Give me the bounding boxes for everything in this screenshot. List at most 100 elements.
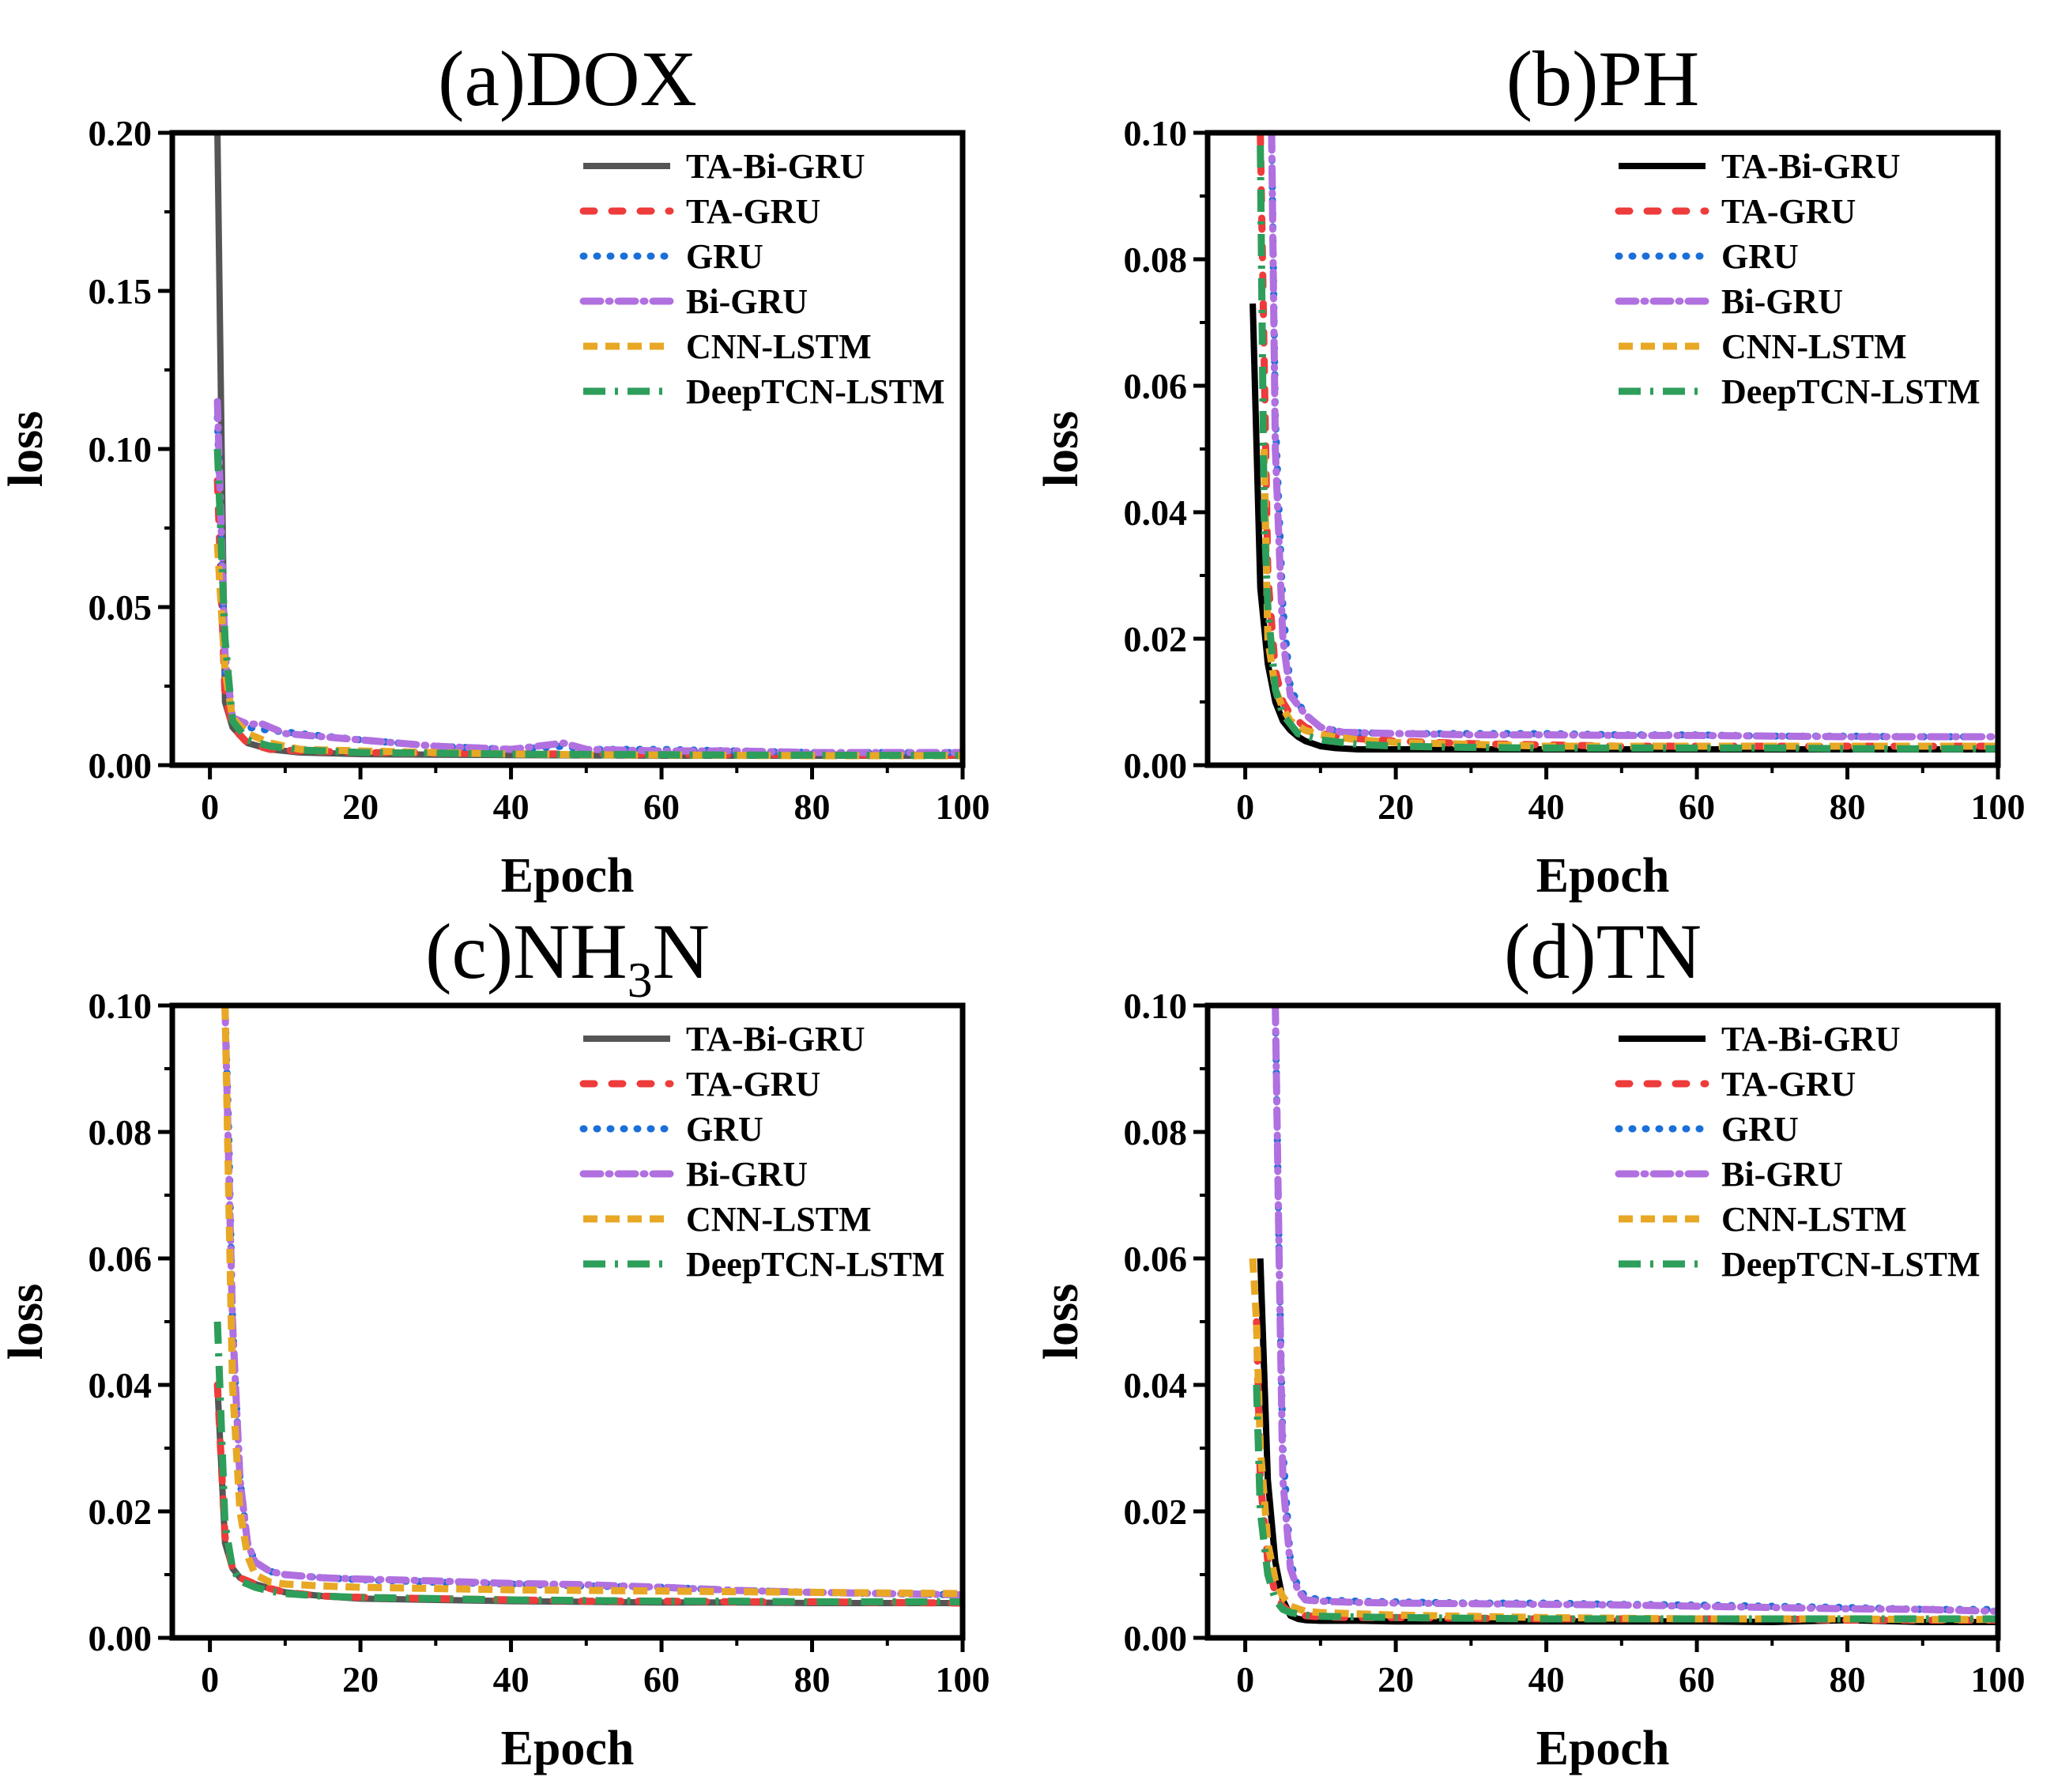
legend-label: TA-Bi-GRU bbox=[1721, 147, 1901, 186]
chart-title: (b)PH bbox=[1506, 35, 1699, 123]
series-line-cnn-lstm bbox=[213, 543, 963, 760]
y-tick-label: 0.04 bbox=[89, 1365, 153, 1405]
chart-panel-2: (c)NH3N 0 20 40 60 80 100 0.00 0.02 0.04 0.06 0.08 0… bbox=[0, 907, 990, 1775]
legend-label: GRU bbox=[686, 1110, 763, 1149]
x-tick-label: 100 bbox=[936, 787, 990, 827]
x-axis-label: Epoch bbox=[501, 1722, 635, 1775]
y-axis-label: loss bbox=[1035, 1284, 1088, 1360]
legend-label: GRU bbox=[1721, 1110, 1799, 1149]
x-tick-label: 60 bbox=[1679, 787, 1715, 827]
x-tick-label: 80 bbox=[1830, 1659, 1866, 1700]
x-tick-label: 0 bbox=[1236, 1659, 1254, 1700]
series-line-deeptcn-lstm bbox=[213, 448, 963, 760]
legend-label: DeepTCN-LSTM bbox=[686, 372, 945, 411]
y-tick-label: 0.02 bbox=[1124, 619, 1188, 659]
y-tick-label: 0.04 bbox=[1124, 492, 1188, 533]
legend-label: CNN-LSTM bbox=[1721, 327, 1907, 366]
series-line-deeptcn-lstm bbox=[1257, 145, 1998, 753]
series-line-deeptcn-lstm bbox=[1253, 1384, 1998, 1623]
plot-frame bbox=[169, 1002, 966, 1641]
y-tick-label: 0.10 bbox=[89, 986, 153, 1026]
y-tick-label: 0.00 bbox=[89, 745, 153, 786]
series-line-gru bbox=[1268, 133, 1998, 741]
x-tick-label: 40 bbox=[493, 1659, 530, 1700]
x-tick-label: 80 bbox=[794, 1659, 831, 1700]
series-group bbox=[213, 1005, 963, 1607]
chart-panel-0: (a)DOX 0 20 40 60 80 100 0.00 0.05 0.10 0.15 0.20 Ep… bbox=[0, 35, 990, 903]
x-tick-label: 20 bbox=[1378, 787, 1414, 827]
legend-label: GRU bbox=[1721, 237, 1799, 276]
y-tick-label: 0.02 bbox=[89, 1492, 153, 1532]
legend-label: TA-Bi-GRU bbox=[686, 1020, 865, 1058]
series-line-bi-gru bbox=[221, 1005, 963, 1599]
series-line-ta-gru bbox=[213, 1381, 963, 1607]
series-line-bi-gru bbox=[213, 398, 963, 756]
x-axis-label: Epoch bbox=[501, 849, 635, 903]
x-tick-label: 0 bbox=[201, 787, 219, 827]
series-line-cnn-lstm bbox=[1260, 448, 1998, 750]
y-tick-label: 0.06 bbox=[89, 1239, 153, 1279]
chart-title: (c)NH3N bbox=[425, 907, 710, 1008]
legend-label: TA-GRU bbox=[686, 1065, 820, 1103]
y-tick-label: 0.00 bbox=[89, 1618, 153, 1658]
chart-title-main: (b)PH bbox=[1506, 35, 1699, 123]
x-tick-label: 60 bbox=[1679, 1659, 1715, 1700]
series-line-ta-bi-gru bbox=[1257, 1258, 1998, 1625]
chart-title-subscript: 3 bbox=[628, 952, 653, 1008]
y-tick-label: 0.15 bbox=[89, 271, 153, 311]
x-tick-label: 80 bbox=[1830, 787, 1866, 827]
chart-title-main: (a)DOX bbox=[438, 35, 697, 123]
series-line-gru bbox=[1272, 1005, 1998, 1613]
y-axis-label: loss bbox=[1035, 411, 1088, 487]
y-tick-label: 0.08 bbox=[1124, 240, 1188, 280]
legend-label: DeepTCN-LSTM bbox=[1721, 1245, 1981, 1284]
legend-label: CNN-LSTM bbox=[686, 1200, 872, 1239]
series-line-gru bbox=[221, 1005, 963, 1599]
series-line-cnn-lstm bbox=[1249, 1258, 1998, 1624]
y-tick-label: 0.02 bbox=[1124, 1492, 1188, 1532]
legend-label: CNN-LSTM bbox=[686, 327, 872, 366]
chart-title: (d)TN bbox=[1504, 907, 1702, 995]
series-group bbox=[1249, 1005, 1998, 1625]
x-tick-label: 60 bbox=[643, 787, 680, 827]
legend-label: Bi-GRU bbox=[1721, 282, 1843, 321]
series-group bbox=[1250, 133, 1998, 753]
x-tick-label: 40 bbox=[1528, 787, 1565, 827]
y-tick-label: 0.06 bbox=[1124, 366, 1188, 406]
y-tick-label: 0.00 bbox=[1124, 1618, 1188, 1658]
plot-frame bbox=[1204, 130, 2001, 768]
x-tick-label: 20 bbox=[342, 1659, 379, 1700]
x-tick-label: 100 bbox=[936, 1659, 990, 1700]
x-tick-label: 20 bbox=[1378, 1659, 1414, 1700]
series-line-bi-gru bbox=[1272, 1005, 1998, 1615]
legend-label: Bi-GRU bbox=[686, 282, 808, 321]
plot-frame bbox=[169, 130, 966, 768]
y-tick-label: 0.05 bbox=[89, 587, 153, 628]
y-axis-label: loss bbox=[0, 1284, 53, 1360]
chart-title: (a)DOX bbox=[438, 35, 697, 123]
series-line-cnn-lstm bbox=[221, 1005, 963, 1598]
x-tick-label: 0 bbox=[201, 1659, 219, 1700]
y-tick-label: 0.10 bbox=[89, 429, 153, 470]
chart-title-main: (c)NH bbox=[425, 907, 627, 995]
y-tick-label: 0.20 bbox=[89, 113, 153, 153]
chart-title-tail: N bbox=[653, 907, 710, 995]
series-line-ta-bi-gru bbox=[1250, 303, 1998, 753]
x-tick-label: 0 bbox=[1236, 787, 1254, 827]
series-line-ta-bi-gru bbox=[214, 133, 963, 759]
x-axis-label: Epoch bbox=[1536, 1722, 1670, 1775]
legend-label: CNN-LSTM bbox=[1721, 1200, 1907, 1239]
legend-label: DeepTCN-LSTM bbox=[686, 1245, 945, 1284]
y-tick-label: 0.08 bbox=[1124, 1112, 1188, 1153]
series-line-ta-gru bbox=[1253, 1318, 1998, 1624]
y-tick-label: 0.08 bbox=[89, 1112, 153, 1153]
plot-frame bbox=[1204, 1002, 2001, 1641]
legend-label: Bi-GRU bbox=[1721, 1155, 1843, 1194]
series-line-bi-gru bbox=[1268, 133, 1998, 741]
legend-label: TA-GRU bbox=[686, 192, 820, 231]
legend-label: TA-GRU bbox=[1721, 1065, 1856, 1103]
series-line-ta-bi-gru bbox=[214, 1384, 963, 1606]
chart-panel-1: (b)PH 0 20 40 60 80 100 0.00 0.02 0.04 0.06 0.08 0.1… bbox=[1035, 35, 2026, 903]
y-axis-label: loss bbox=[0, 411, 53, 487]
